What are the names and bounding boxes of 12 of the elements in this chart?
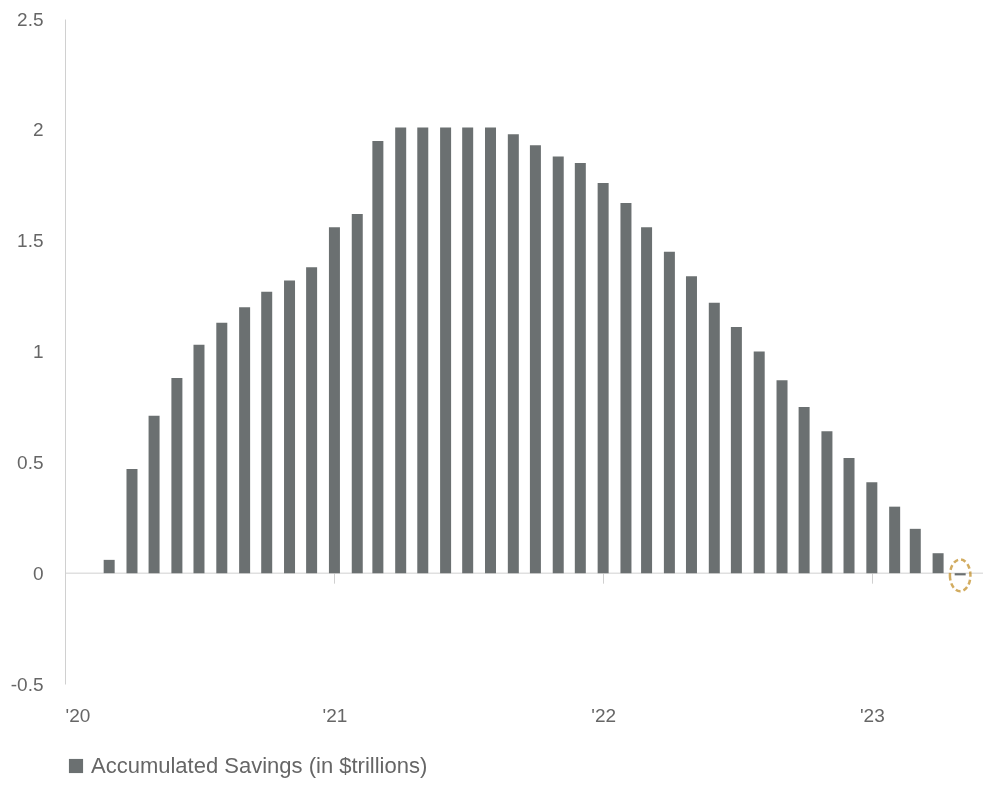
y-tick-label: -0.5 xyxy=(10,673,44,695)
x-tick-label: '23 xyxy=(859,704,885,726)
x-tick-label: '20 xyxy=(65,704,91,726)
x-tick-label: '22 xyxy=(591,704,617,726)
y-tick-label: 2.5 xyxy=(17,8,44,30)
y-tick-label: 1.5 xyxy=(17,230,44,252)
y-tick-label: 0.5 xyxy=(17,451,44,473)
x-tick-label: '21 xyxy=(322,704,348,726)
y-tick-label: 2 xyxy=(32,119,44,141)
legend-label: Accumulated Savings (in $trillions) xyxy=(91,753,428,778)
y-tick-label: 1 xyxy=(32,341,44,362)
y-tick-label: 0 xyxy=(32,562,44,584)
